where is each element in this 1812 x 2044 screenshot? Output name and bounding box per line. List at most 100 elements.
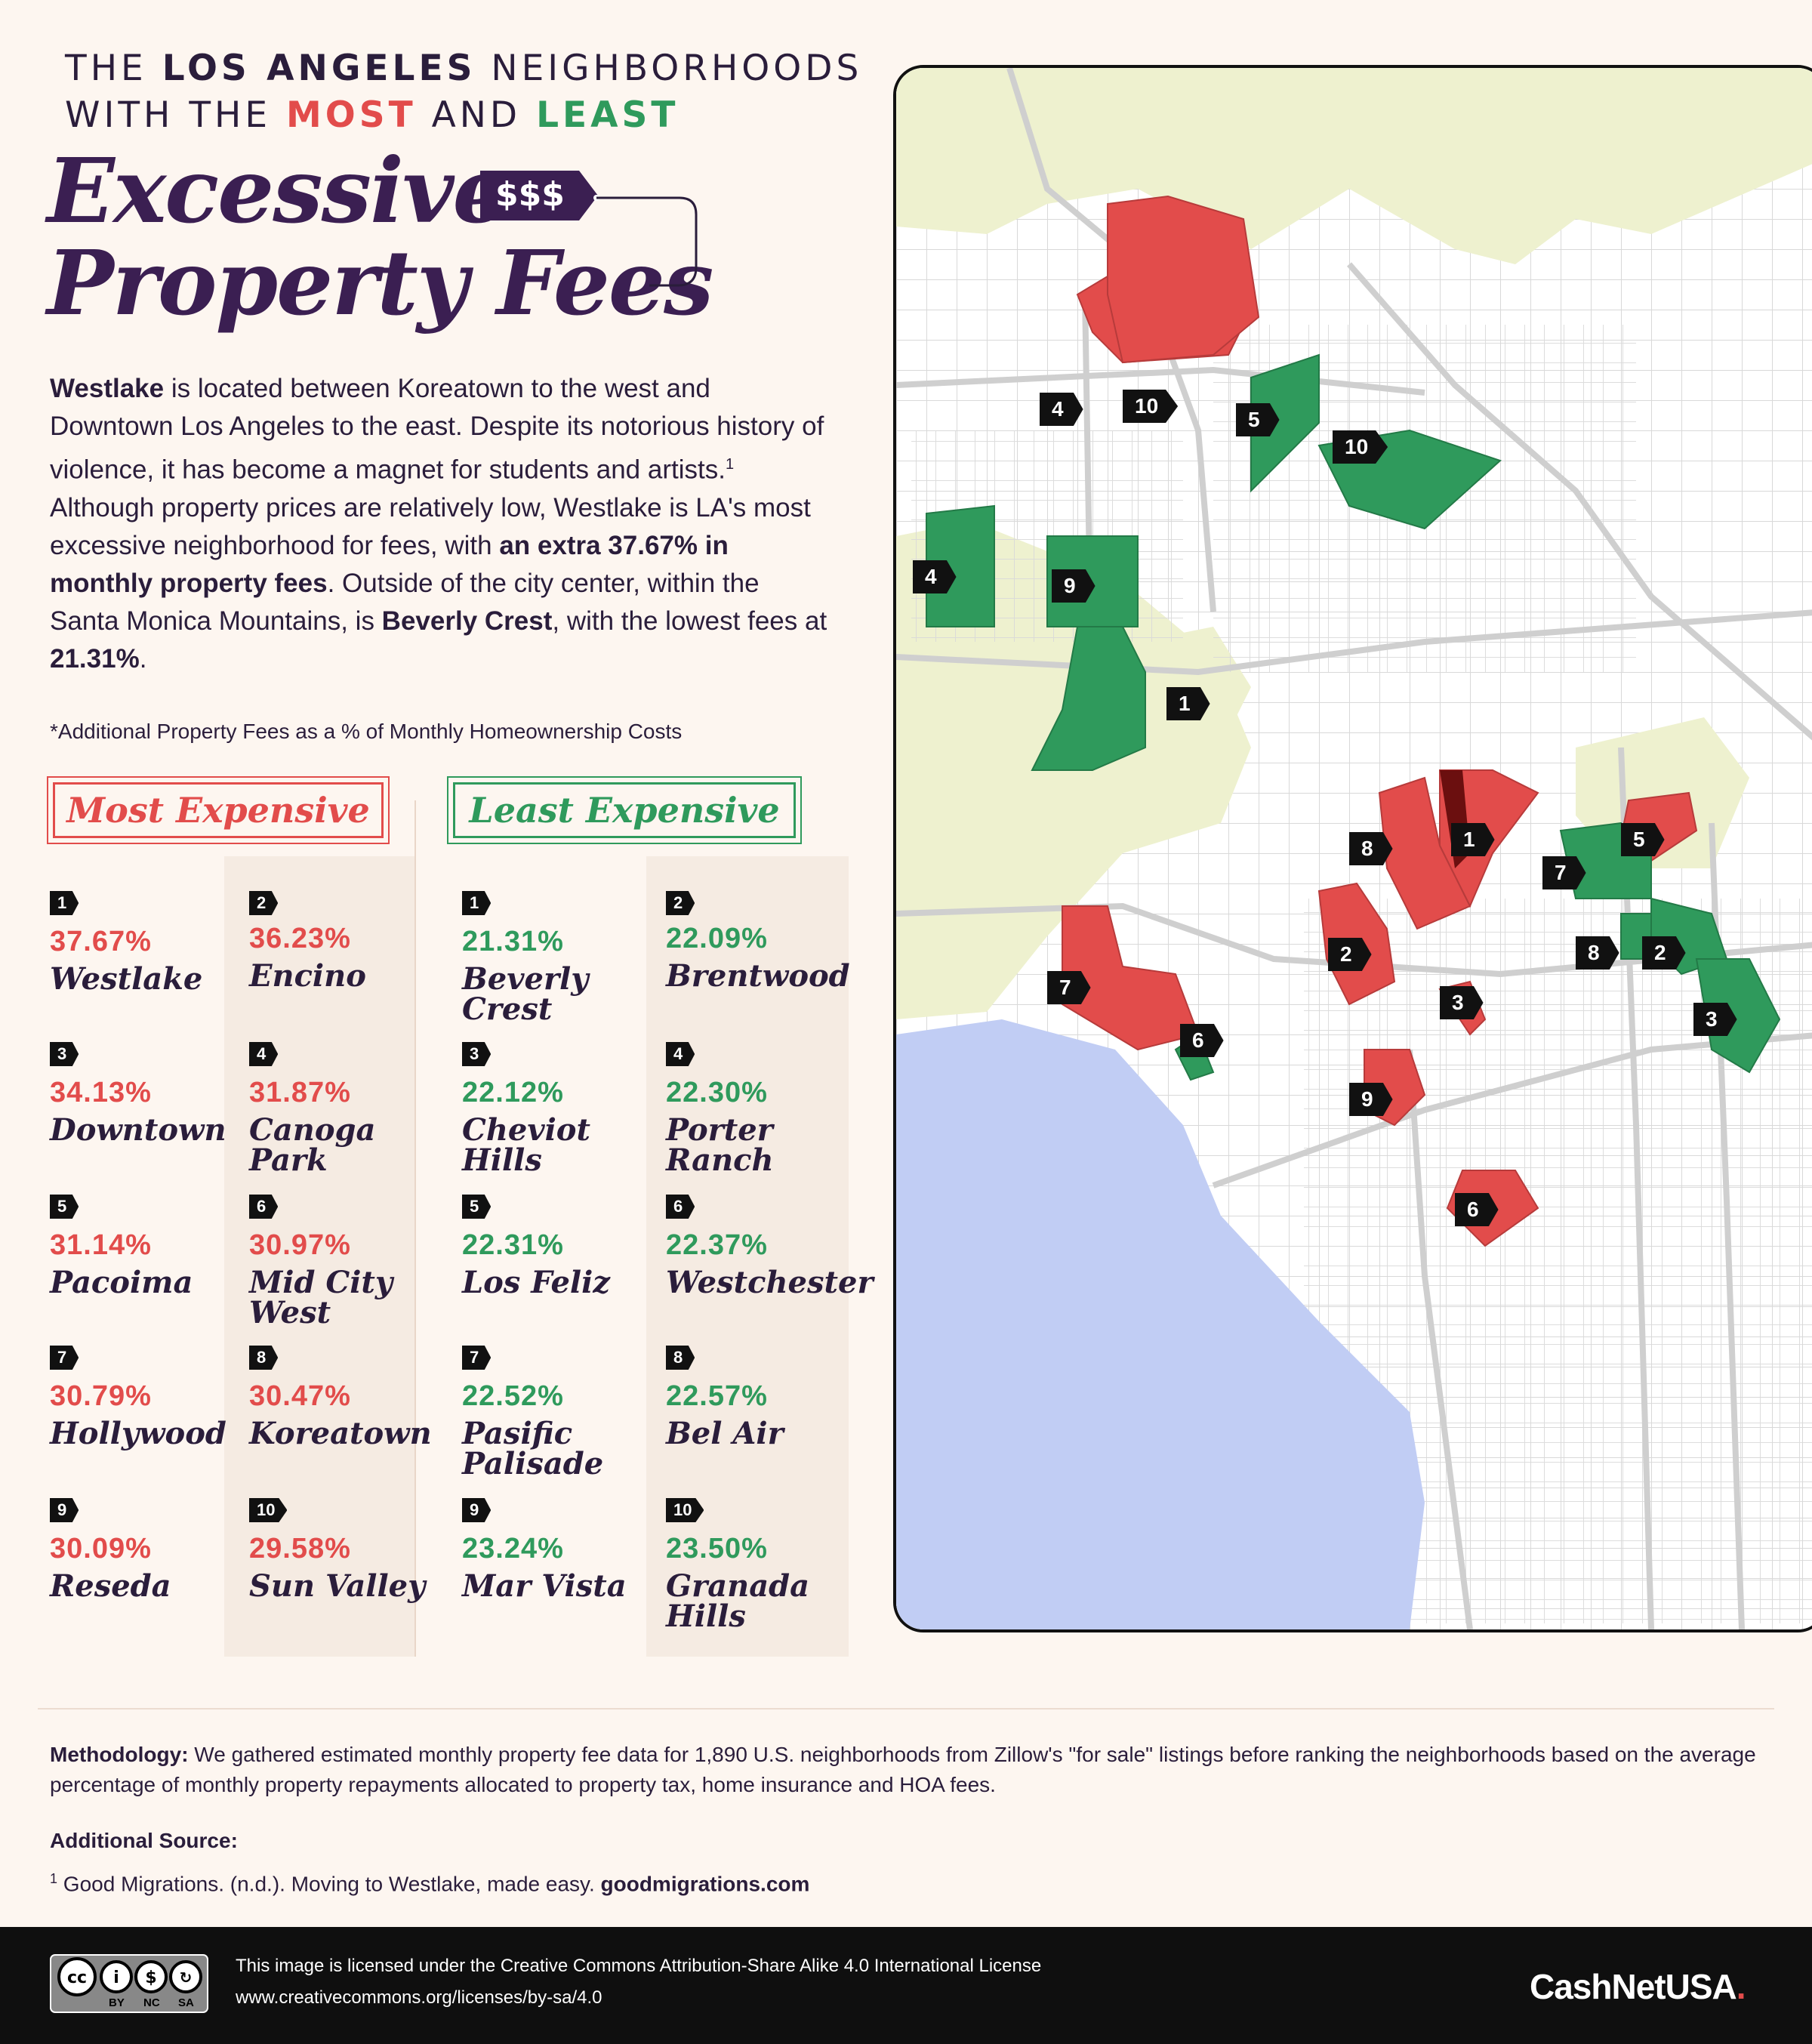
svg-text:$: $: [145, 1968, 156, 1987]
neighborhood-name: Reseda: [50, 1568, 171, 1604]
map-marker-red-7: 7: [1047, 971, 1091, 1004]
most-col-shade: [224, 856, 414, 1657]
main-title-2: Property Fees: [47, 230, 713, 335]
neighborhood-name: Los Feliz: [462, 1265, 611, 1300]
neighborhood-name: Beverly Crest: [462, 961, 589, 1027]
fee-percent: 21.31%: [462, 926, 564, 957]
map-marker-red-8: 8: [1349, 832, 1393, 865]
fee-percent: 22.52%: [462, 1380, 564, 1412]
license-text: This image is licensed under the Creativ…: [236, 1956, 1042, 1976]
fee-percent: 31.87%: [249, 1077, 351, 1108]
list-item: 2 36.23% Encino: [249, 891, 430, 991]
rank-badge: 9: [462, 1498, 492, 1522]
least-expensive-header: Least Expensive: [447, 776, 802, 844]
fee-percent: 23.24%: [462, 1533, 564, 1565]
list-item: 8 30.47% Koreatown: [249, 1346, 432, 1451]
map-marker-red-4: 4: [1040, 393, 1083, 426]
neighborhood-name: Pacoima: [50, 1265, 193, 1300]
region-red-7: [1062, 905, 1200, 1051]
list-item: 6 30.97% Mid City West: [249, 1195, 430, 1328]
map-marker-green-7: 7: [1542, 856, 1586, 889]
fee-percent: 22.12%: [462, 1077, 564, 1108]
source-label: Additional Source:: [50, 1829, 238, 1852]
list-item: 6 22.37% Westchester: [666, 1195, 874, 1298]
fee-percent: 22.31%: [462, 1229, 564, 1261]
most-expensive-header: Most Expensive: [47, 776, 390, 844]
cc-license-icon: cc i $ ↻: [50, 1954, 208, 2013]
fee-percent: 22.57%: [666, 1380, 768, 1412]
fee-percent: 22.37%: [666, 1229, 768, 1261]
neighborhood-name: Brentwood: [666, 958, 850, 994]
list-item: 2 22.09% Brentwood: [666, 891, 850, 994]
svg-text:↻: ↻: [180, 1968, 193, 1987]
list-item: 1 37.67% Westlake: [50, 891, 231, 994]
list-item: 5 22.31% Los Feliz: [462, 1195, 643, 1298]
rank-badge: 8: [666, 1346, 695, 1370]
price-tag-string: [593, 195, 698, 287]
least-col-shade: [646, 856, 849, 1657]
neighborhood-name: Bel Air: [666, 1416, 784, 1451]
neighborhood-name: Cheviot Hills: [462, 1112, 590, 1178]
region-red-10: [1107, 195, 1260, 364]
list-item: 9 23.24% Mar Vista: [462, 1498, 643, 1602]
rank-badge: 5: [50, 1195, 79, 1219]
neighborhood-name: Pasific Palisade: [462, 1416, 604, 1481]
svg-text:cc: cc: [67, 1968, 87, 1987]
column-divider: [414, 800, 416, 1657]
fee-percent: 22.30%: [666, 1077, 768, 1108]
neighborhood-name: Mid City West: [249, 1265, 393, 1330]
map-marker-red-2: 2: [1328, 938, 1372, 971]
neighborhood-name: Porter Ranch: [666, 1112, 774, 1178]
neighborhood-name: Canoga Park: [249, 1112, 376, 1178]
price-tag: $$$: [480, 171, 598, 220]
fee-percent: 34.13%: [50, 1077, 152, 1108]
rank-badge: 1: [50, 891, 79, 915]
neighborhood-name: Mar Vista: [462, 1568, 627, 1604]
map-marker-green-3: 3: [1693, 1003, 1737, 1036]
rank-badge: 5: [462, 1195, 492, 1219]
fee-percent: 22.09%: [666, 923, 768, 954]
map-marker-green-10: 10: [1333, 430, 1388, 464]
list-item: 4 31.87% Canoga Park: [249, 1042, 430, 1176]
neighborhood-name: Hollywood: [50, 1416, 226, 1451]
fee-percent: 30.09%: [50, 1533, 152, 1565]
map-marker-red-6: 6: [1455, 1193, 1499, 1226]
license-url[interactable]: www.creativecommons.org/licenses/by-sa/4…: [236, 1987, 602, 2008]
rank-badge: 9: [50, 1498, 79, 1522]
title-line-2: WITH THE MOST AND LEAST: [65, 94, 680, 136]
list-item: 3 34.13% Downtown: [50, 1042, 231, 1145]
neighborhood-name: Sun Valley: [249, 1568, 426, 1604]
svg-text:i: i: [113, 1968, 119, 1987]
list-item: 5 31.14% Pacoima: [50, 1195, 231, 1298]
fee-percent: 36.23%: [249, 923, 351, 954]
rank-badge: 10: [666, 1498, 704, 1522]
map-marker-red-5: 5: [1621, 823, 1665, 856]
list-item: 9 30.09% Reseda: [50, 1498, 231, 1602]
cc-label-sa: SA: [178, 1996, 194, 2009]
fee-percent: 37.67%: [50, 926, 152, 957]
fee-percent: 30.79%: [50, 1380, 152, 1412]
map-marker-red-1: 1: [1451, 823, 1495, 856]
list-item: 7 30.79% Hollywood: [50, 1346, 231, 1449]
rank-badge: 2: [666, 891, 695, 915]
region-red-8: [1378, 776, 1471, 930]
neighborhood-name: Downtown: [50, 1112, 226, 1148]
neighborhood-name: Koreatown: [249, 1416, 432, 1451]
map-marker-green-2: 2: [1642, 936, 1686, 970]
list-item: 3 22.12% Cheviot Hills: [462, 1042, 643, 1176]
fee-percent: 31.14%: [50, 1229, 152, 1261]
cc-label-by: BY: [109, 1996, 125, 2009]
fee-percent: 23.50%: [666, 1533, 768, 1565]
fee-percent: 29.58%: [249, 1533, 351, 1565]
fee-percent: 30.47%: [249, 1380, 351, 1412]
footer: cc i $ ↻ BY NC SA This image is licensed…: [0, 1927, 1812, 2044]
map-marker-green-6: 6: [1180, 1024, 1224, 1057]
rank-badge: 3: [50, 1042, 79, 1066]
list-item: 4 22.30% Porter Ranch: [666, 1042, 847, 1176]
list-item: 10 29.58% Sun Valley: [249, 1498, 430, 1602]
rank-badge: 2: [249, 891, 279, 915]
main-title-1: Excessive: [47, 138, 510, 243]
list-item: 10 23.50% Granada Hills: [666, 1498, 847, 1632]
neighborhood-name: Encino: [249, 958, 366, 994]
list-item: 1 21.31% Beverly Crest: [462, 891, 643, 1025]
